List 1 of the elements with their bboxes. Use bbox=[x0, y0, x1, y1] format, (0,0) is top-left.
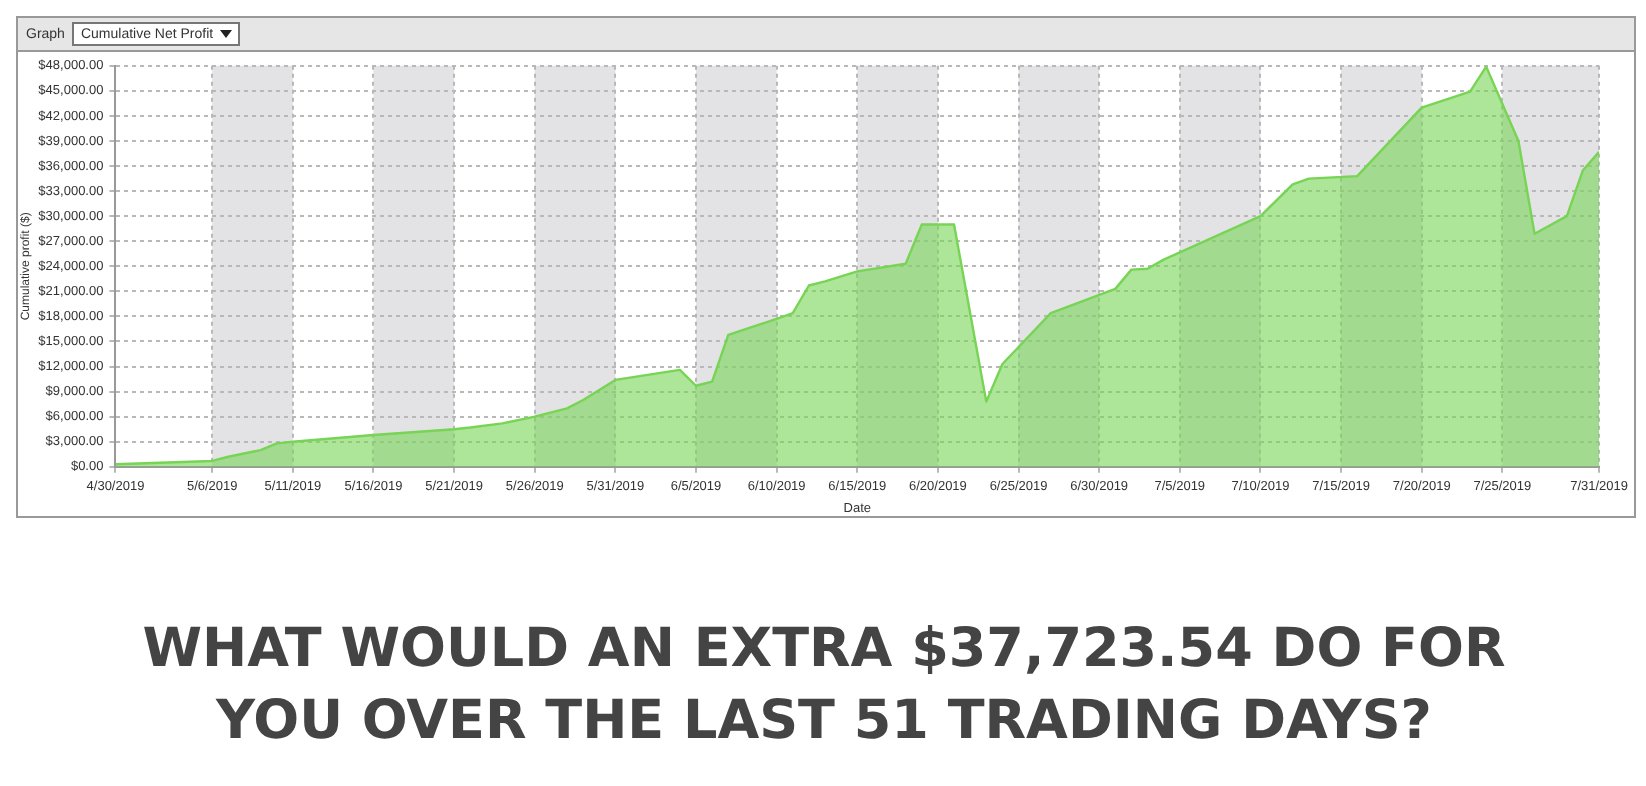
text: WHAT WOULD AN EXTRA $37,723.54 DO FOR YOU OVER THE LAST 51 TRADING DAYS? bbox=[140, 616, 1508, 756]
